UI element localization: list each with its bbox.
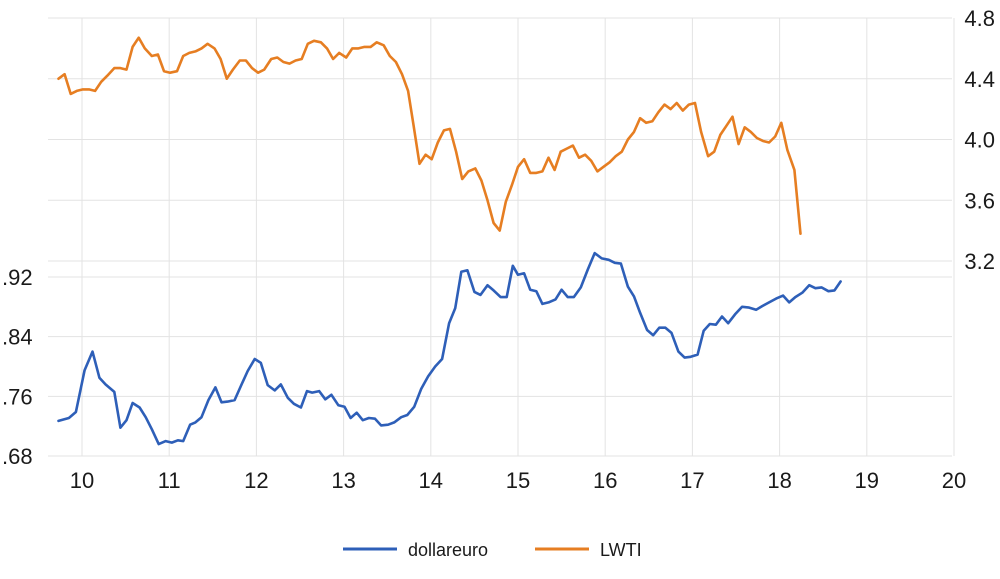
x-tick-label: 11 bbox=[158, 468, 181, 493]
x-tick-label: 13 bbox=[331, 468, 355, 493]
series-layer bbox=[57, 36, 842, 446]
x-tick-label: 14 bbox=[419, 468, 443, 493]
x-tick-label: 20 bbox=[942, 468, 966, 493]
x-tick-label: 12 bbox=[244, 468, 268, 493]
right-tick-label: 3.6 bbox=[964, 188, 995, 213]
left-tick-label: .68 bbox=[2, 444, 33, 469]
left-axis-ticks: .68 .76 .84 .92 bbox=[2, 265, 33, 469]
left-tick-label: .92 bbox=[2, 265, 33, 290]
left-tick-label: .76 bbox=[2, 384, 33, 409]
legend-label-lwti: LWTI bbox=[600, 540, 642, 560]
right-axis-ticks: 3.2 3.6 4.0 4.4 4.8 bbox=[964, 6, 995, 274]
right-tick-label: 4.4 bbox=[964, 67, 995, 92]
legend-label-dollareuro: dollareuro bbox=[408, 540, 488, 560]
x-tick-label: 16 bbox=[593, 468, 617, 493]
x-axis-ticks: 10 11 12 13 14 15 16 17 18 19 20 bbox=[70, 468, 966, 493]
series-line-dollareuro bbox=[57, 251, 842, 446]
right-tick-label: 4.0 bbox=[964, 128, 995, 153]
right-tick-label: 3.2 bbox=[964, 249, 995, 274]
legend: dollareuro LWTI bbox=[343, 540, 642, 560]
x-tick-label: 18 bbox=[767, 468, 791, 493]
x-tick-label: 19 bbox=[855, 468, 879, 493]
right-tick-label: 4.8 bbox=[964, 6, 995, 31]
series-line-lwti bbox=[57, 36, 802, 235]
x-tick-label: 10 bbox=[70, 468, 94, 493]
grid-lines bbox=[48, 17, 955, 457]
left-tick-label: .84 bbox=[2, 325, 33, 350]
x-tick-label: 15 bbox=[506, 468, 530, 493]
x-tick-label: 17 bbox=[680, 468, 704, 493]
